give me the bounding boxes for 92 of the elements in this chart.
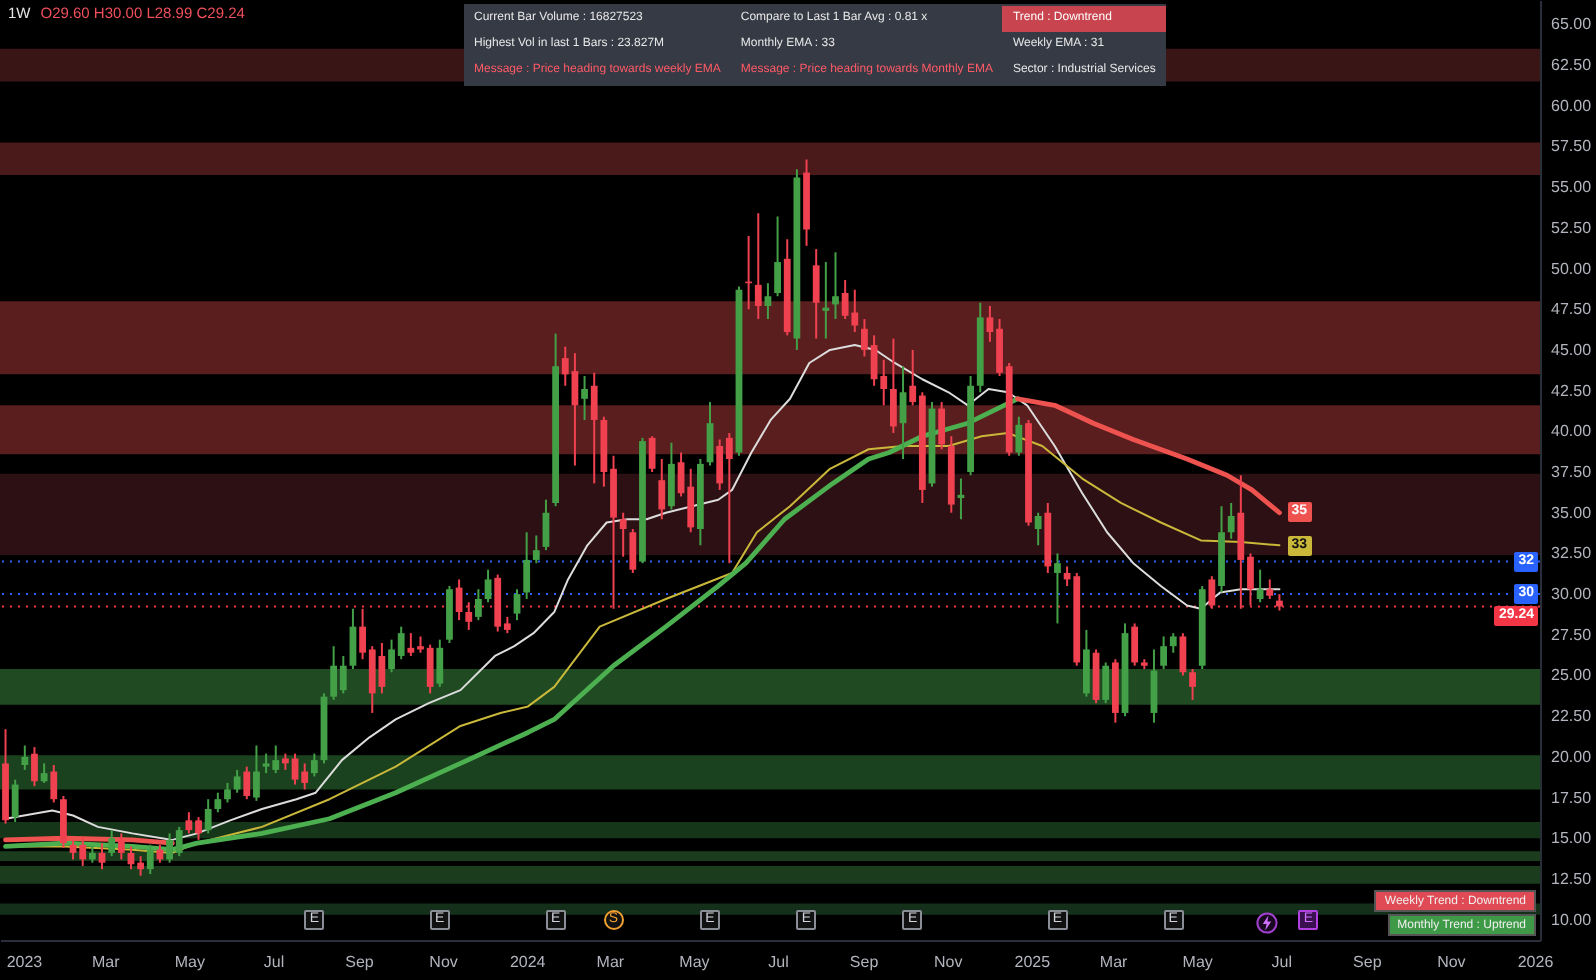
- candlestick: [532, 534, 540, 565]
- candlestick: [1054, 552, 1061, 625]
- candlestick: [108, 829, 116, 858]
- candlestick: [1189, 667, 1196, 701]
- candlestick: [1160, 635, 1168, 670]
- x-tick-label: 2026: [1517, 953, 1555, 971]
- candlestick: [310, 752, 318, 778]
- x-tick-label: Nov: [933, 953, 963, 971]
- y-tick-label: 40.00: [1551, 422, 1593, 441]
- x-tick-label: 2025: [1014, 953, 1052, 971]
- x-tick-label: Sep: [345, 953, 375, 971]
- x-tick-label: Jul: [263, 953, 285, 971]
- candlestick: [484, 568, 492, 604]
- y-tick-label: 50.00: [1551, 259, 1593, 278]
- candlestick: [1256, 568, 1264, 604]
- candlestick: [146, 843, 154, 876]
- y-tick-label: 60.00: [1551, 96, 1593, 115]
- x-tick-label: May: [679, 953, 710, 971]
- candlestick: [668, 441, 675, 511]
- y-tick-label: 52.50: [1551, 218, 1593, 237]
- candlestick: [117, 832, 125, 861]
- candlestick: [253, 744, 260, 802]
- y-tick-label: 25.00: [1551, 666, 1593, 685]
- candlestick: [581, 375, 588, 421]
- candlestick: [513, 588, 521, 622]
- candlestick: [1034, 511, 1042, 547]
- candlestick: [21, 744, 29, 771]
- candlestick: [60, 794, 67, 850]
- candlestick: [832, 251, 839, 321]
- x-tick-label: Nov: [1437, 953, 1466, 971]
- candlestick: [1102, 661, 1110, 705]
- candlestick: [1169, 632, 1177, 654]
- y-tick-label: 27.50: [1551, 625, 1593, 644]
- x-tick-label: May: [174, 953, 206, 971]
- candlestick: [523, 531, 531, 600]
- candlestick: [40, 762, 48, 784]
- candlestick: [98, 842, 106, 871]
- x-tick-label: Nov: [429, 953, 458, 971]
- candlestick: [1227, 501, 1235, 540]
- y-tick-label: 65.00: [1551, 15, 1593, 34]
- x-tick-label: Mar: [596, 953, 625, 971]
- candlestick: [204, 798, 212, 835]
- candlestick: [774, 215, 781, 298]
- y-tick-label: 57.50: [1551, 137, 1593, 156]
- candlestick: [475, 588, 482, 622]
- y-tick-label: 47.50: [1551, 300, 1593, 319]
- y-tick-label: 62.50: [1551, 56, 1593, 75]
- y-tick-label: 17.50: [1551, 788, 1593, 807]
- candlestick: [812, 248, 820, 340]
- y-tick-label: 20.00: [1551, 747, 1593, 766]
- y-tick-label: 30.00: [1551, 585, 1593, 604]
- candlestick: [31, 746, 38, 788]
- candlestick: [764, 282, 772, 321]
- x-tick-label: May: [1182, 953, 1213, 971]
- candlestick: [619, 511, 627, 558]
- y-tick-label: 32.50: [1551, 544, 1593, 563]
- candlestick: [1083, 628, 1090, 698]
- y-tick-label: 37.50: [1551, 463, 1593, 482]
- y-tick-label: 22.50: [1551, 707, 1593, 726]
- y-tick-label: 10.00: [1551, 910, 1593, 929]
- y-tick-label: 42.50: [1551, 381, 1593, 400]
- candlestick: [629, 528, 637, 574]
- x-tick-label: 2023: [6, 953, 44, 971]
- y-tick-label: 15.00: [1551, 829, 1593, 848]
- candlestick: [648, 435, 656, 474]
- x-tick-label: Sep: [849, 953, 880, 971]
- candlestick: [243, 765, 251, 801]
- candlestick: [889, 337, 897, 434]
- y-tick-label: 55.00: [1551, 178, 1593, 197]
- candlestick: [938, 401, 946, 451]
- x-tick-label: Jul: [768, 953, 790, 971]
- candlestick: [754, 212, 762, 321]
- candlestick: [1131, 622, 1139, 667]
- x-tick-label: Mar: [1099, 953, 1129, 971]
- candlestick: [1266, 578, 1274, 600]
- y-tick-label: 35.00: [1551, 503, 1593, 522]
- candlestick: [214, 791, 222, 814]
- candlestick: [436, 638, 444, 688]
- x-tick-label: Jul: [1271, 953, 1293, 971]
- candlestick: [50, 764, 58, 804]
- x-tick-label: Mar: [92, 953, 121, 971]
- candlestick: [822, 261, 830, 340]
- candlestick: [1015, 415, 1023, 457]
- candlestick: [658, 458, 666, 521]
- candlestick: [11, 778, 19, 823]
- x-tick-label: 2024: [509, 953, 547, 971]
- candlestick: [224, 781, 231, 804]
- y-tick-label: 45.00: [1551, 340, 1593, 359]
- y-tick-label: 12.50: [1551, 869, 1593, 888]
- x-tick-label: Sep: [1353, 953, 1383, 971]
- candlestick: [233, 768, 241, 794]
- candlestick: [590, 371, 598, 485]
